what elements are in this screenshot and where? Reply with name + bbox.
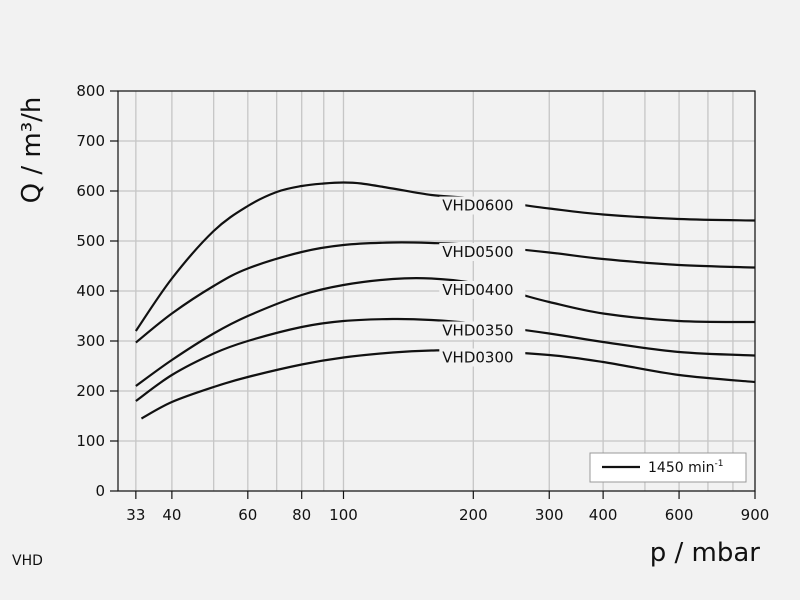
legend-entry-superscript: -1 [714,459,723,469]
series-line-vhd0400 [135,276,756,387]
x-tick-label: 900 [741,506,770,524]
x-tick-label: 60 [238,506,257,524]
series-line-vhd0500 [135,241,756,344]
footer-tag: VHD [12,553,43,569]
series-label-bg [439,348,526,367]
x-tick-label: 300 [535,506,564,524]
x-tick-label: 40 [162,506,181,524]
legend: 1450 min-1 [589,452,747,483]
x-axis-title: p / mbar [650,538,761,568]
y-tick-label: 300 [76,332,105,350]
series-lines [134,181,756,420]
y-axis-title: Q / m³/h [17,97,47,204]
series-label-bg [439,281,526,299]
series-label-bg [439,321,526,340]
y-tick-label: 100 [76,432,105,450]
series-labels: VHD0600 VHD0500 VHD0400 VHD0350 VHD0300 [439,196,526,367]
legend-entry-text: 1450 min [648,460,714,476]
y-tick-label: 600 [76,182,105,200]
axis-ticks: 33 40 60 80 100 200 300 400 600 900 0 100 200 300 400 5… [76,82,769,524]
series-label-vhd0500: VHD0500 [442,243,513,261]
grid [118,90,756,492]
x-tick-label: 80 [292,506,311,524]
series-label-vhd0400: VHD0400 [442,281,513,299]
series-line-vhd0350 [135,317,756,402]
series-line-vhd0600 [134,181,756,332]
x-tick-label: 33 [126,506,145,524]
x-tick-label: 200 [459,506,488,524]
x-tick-label: 400 [589,506,618,524]
y-tick-label: 700 [76,132,105,150]
x-tick-label: 100 [329,506,358,524]
series-label-vhd0600: VHD0600 [442,197,513,215]
y-tick-label: 0 [95,482,105,500]
series-label-bg [439,196,526,215]
series-label-vhd0350: VHD0350 [442,322,513,340]
legend-entry: 1450 min-1 [648,459,723,476]
series-line-vhd0300 [140,348,756,420]
y-tick-label: 500 [76,232,105,250]
series-label-bg [439,243,526,261]
y-tick-label: 800 [76,82,105,100]
y-tick-label: 200 [76,382,105,400]
series-label-vhd0300: VHD0300 [442,349,513,367]
y-tick-label: 400 [76,282,105,300]
x-tick-label: 600 [665,506,694,524]
